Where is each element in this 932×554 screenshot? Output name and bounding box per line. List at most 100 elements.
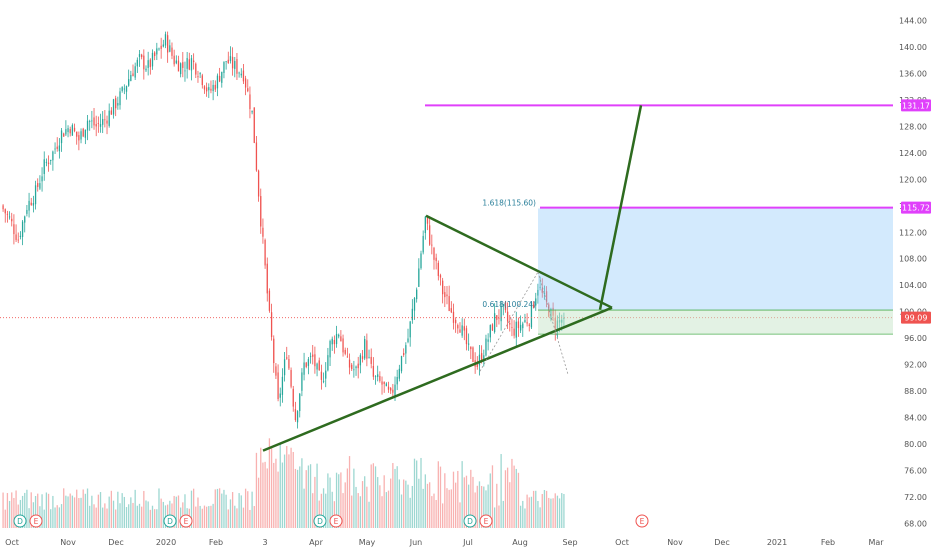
candle-body <box>467 343 470 345</box>
fib-lower-zone <box>538 310 893 335</box>
volume-bar <box>95 507 97 528</box>
candle <box>264 238 266 269</box>
volume-bar <box>340 472 342 528</box>
volume-bar <box>368 501 370 528</box>
candle-body <box>532 304 535 308</box>
volume-bar <box>444 473 446 528</box>
candle <box>335 325 338 348</box>
candle <box>368 349 370 359</box>
event-marker-circle <box>635 514 649 528</box>
volume-bar <box>238 493 240 528</box>
candle-body <box>210 88 212 91</box>
volume-bar <box>517 472 520 528</box>
candle <box>71 123 74 136</box>
volume-bar <box>322 488 325 528</box>
volume-bar <box>539 507 541 528</box>
candle-body <box>47 162 50 165</box>
candle <box>418 258 420 287</box>
candle-body <box>218 75 221 82</box>
volume-bar <box>84 493 87 528</box>
projection-dashed <box>479 271 539 372</box>
candle <box>175 55 177 65</box>
candle-body <box>34 185 37 205</box>
volume-bar <box>448 489 450 528</box>
candle-body <box>353 369 355 371</box>
candle-body <box>147 60 149 68</box>
candle-body <box>199 73 201 75</box>
volume-bar <box>216 488 219 528</box>
candle <box>416 287 418 303</box>
volume-bar <box>480 485 483 528</box>
candle <box>156 42 158 61</box>
candle-body <box>225 61 227 62</box>
event-marker-label: E <box>484 517 489 526</box>
volume-bar <box>500 454 502 528</box>
y-axis-tick-label: 144.00 <box>899 17 927 26</box>
candle <box>136 57 138 73</box>
candle <box>493 303 496 334</box>
candle <box>128 69 130 87</box>
candle-body <box>134 66 136 78</box>
candle <box>426 215 429 231</box>
candle <box>377 365 379 382</box>
candle-body <box>177 60 180 72</box>
candle <box>67 125 69 138</box>
candle <box>437 260 439 281</box>
candle-body <box>537 289 539 296</box>
volume-bar <box>177 495 180 528</box>
volume-bar <box>54 507 56 528</box>
candle-body <box>184 70 186 72</box>
candle-body <box>496 315 498 320</box>
candle <box>439 273 442 286</box>
volume-bar <box>357 493 359 528</box>
candle-body <box>364 338 366 359</box>
volume-bar <box>244 488 247 528</box>
candle-body <box>286 357 288 359</box>
candle <box>385 382 388 387</box>
candle-body <box>6 213 9 215</box>
candle-body <box>84 129 87 138</box>
candle <box>381 376 383 395</box>
candle-body <box>69 129 71 134</box>
candle <box>201 73 203 89</box>
candle-body <box>409 321 411 338</box>
volume-bar <box>138 503 141 528</box>
volume-bar <box>234 505 236 528</box>
candle <box>292 385 294 412</box>
candle-body <box>385 383 388 387</box>
candle-body <box>502 304 504 307</box>
volume-bar <box>58 507 61 528</box>
candle-body <box>396 376 398 385</box>
candle-body <box>463 326 465 331</box>
candle <box>158 47 160 51</box>
volume-bar <box>496 483 498 528</box>
x-axis-tick-label: 2020 <box>156 538 176 547</box>
event-marker-circle <box>29 514 43 528</box>
candle <box>117 96 119 110</box>
volume-bar <box>459 502 461 528</box>
candle <box>379 371 381 383</box>
volume-bar <box>318 500 320 528</box>
candle <box>346 347 349 358</box>
candle <box>312 344 314 365</box>
candle-body <box>117 103 119 106</box>
candle-body <box>91 120 93 122</box>
candle-body <box>316 363 318 370</box>
candle <box>483 349 485 367</box>
candle-body <box>476 363 478 367</box>
candle <box>179 62 182 78</box>
candle-body <box>45 161 48 163</box>
volume-bar <box>125 507 128 528</box>
volume-bar <box>134 489 136 528</box>
candle-body <box>303 362 305 375</box>
volume-bar <box>372 463 375 528</box>
event-marker-circle <box>179 514 193 528</box>
volume-bar <box>19 499 22 528</box>
event-marker-label: D <box>167 517 173 526</box>
volume-bar <box>526 494 528 528</box>
candle <box>130 70 132 82</box>
volume-bar <box>342 493 344 528</box>
candle-body <box>99 124 102 127</box>
volume-bar <box>247 491 249 528</box>
volume-bar <box>37 493 39 528</box>
